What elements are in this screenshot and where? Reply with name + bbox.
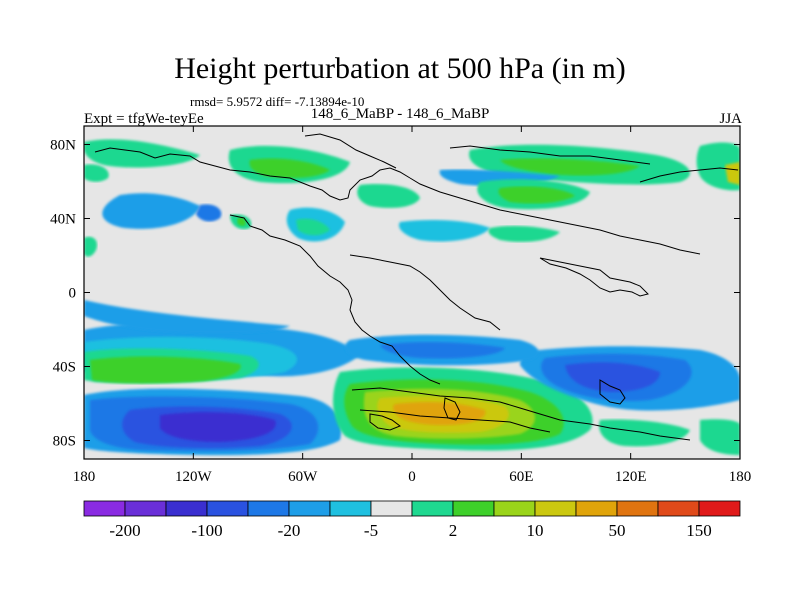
- contour-region: [393, 402, 486, 426]
- contour-region: [498, 186, 575, 204]
- contour-region: [249, 158, 330, 178]
- colorbar-swatch: [534, 500, 577, 517]
- y-tick-label: 40S: [53, 360, 76, 376]
- colorbar-label: 50: [609, 521, 626, 540]
- contour-region: [237, 217, 246, 226]
- colorbar-label: -5: [364, 521, 378, 540]
- coastline-segment: [639, 167, 739, 183]
- colorbar-label: -20: [278, 521, 301, 540]
- contour-region: [84, 300, 290, 334]
- colorbar-swatch: [83, 500, 126, 517]
- y-tick-label: 80N: [50, 138, 76, 154]
- coastline-segment: [599, 379, 626, 405]
- colorbar-swatch: [124, 500, 167, 517]
- colorbar-swatch: [288, 500, 331, 517]
- colorbar-swatch: [206, 500, 249, 517]
- colorbar-label: -100: [191, 521, 222, 540]
- contour-region: [84, 164, 109, 182]
- chart-title: Height perturbation at 500 hPa (in m): [174, 52, 626, 85]
- contour-region: [700, 419, 740, 455]
- colorbar-swatch: [657, 500, 700, 517]
- coastline-segment: [409, 177, 701, 255]
- coastline-segment: [449, 145, 651, 165]
- season-label: JJA: [719, 111, 742, 127]
- x-tick-label: 180: [729, 469, 752, 485]
- coastline-segment: [229, 214, 441, 385]
- colorbar-label: 150: [686, 521, 712, 540]
- experiment-label: Expt = tfgWe-teyEe: [84, 111, 204, 127]
- y-tick-label: 40N: [50, 212, 76, 228]
- contour-region: [380, 342, 505, 359]
- contour-field: [84, 139, 740, 456]
- colorbar-swatch: [616, 500, 659, 517]
- x-tick-label: 120W: [175, 469, 213, 485]
- colorbar-swatch: [452, 500, 495, 517]
- contour-region: [500, 158, 640, 176]
- x-tick-label: 60E: [509, 469, 533, 485]
- x-tick-label: 180: [73, 469, 96, 485]
- colorbar-swatch: [165, 500, 208, 517]
- contour-region: [196, 204, 222, 222]
- y-tick-label: 80S: [53, 434, 76, 450]
- x-tick-label: 60W: [288, 469, 318, 485]
- colorbar-swatch: [370, 500, 413, 517]
- colorbar-swatch: [698, 500, 741, 517]
- coastline-segment: [304, 133, 397, 169]
- colorbar-swatch: [329, 500, 372, 517]
- colorbar-swatch: [575, 500, 618, 517]
- contour-region: [725, 162, 740, 185]
- coastline-segment: [443, 397, 461, 421]
- x-tick-label: 0: [408, 469, 416, 485]
- coastline-segment: [359, 409, 551, 433]
- contour-region: [90, 356, 241, 384]
- y-tick-label: 0: [69, 286, 77, 302]
- coastline-segment: [369, 413, 402, 431]
- coastline-segment: [349, 254, 501, 331]
- coastline-segment: [539, 257, 649, 297]
- rmsd-stats: rmsd= 5.9572 diff= -7.13894e-10: [190, 94, 365, 109]
- coastline-segment: [94, 147, 411, 201]
- contour-region: [398, 220, 490, 242]
- colorbar-label: -200: [109, 521, 140, 540]
- comparison-label: 148_6_MaBP - 148_6_MaBP: [310, 106, 490, 122]
- contour-region: [357, 184, 420, 208]
- coastline-segment: [351, 387, 691, 441]
- colorbar-swatch: [493, 500, 536, 517]
- axes: 180 120W 60W 0 60E 120E 180 80N 40N 0 40S 80S: [50, 126, 751, 485]
- coastline-outline: [94, 133, 739, 441]
- colorbar-label: 2: [449, 521, 458, 540]
- colorbar-label: 10: [527, 521, 544, 540]
- contour-region: [102, 193, 200, 229]
- contour-region: [84, 236, 98, 257]
- contour-region: [296, 218, 330, 236]
- colorbar: -200 -100 -20 -5 2 10 50 150: [83, 500, 741, 540]
- contour-region: [160, 412, 276, 442]
- x-tick-label: 120E: [615, 469, 647, 485]
- colorbar-swatch: [411, 500, 454, 517]
- contour-region: [565, 362, 660, 392]
- contour-region: [84, 139, 200, 168]
- contour-region: [488, 225, 560, 242]
- colorbar-swatch: [247, 500, 290, 517]
